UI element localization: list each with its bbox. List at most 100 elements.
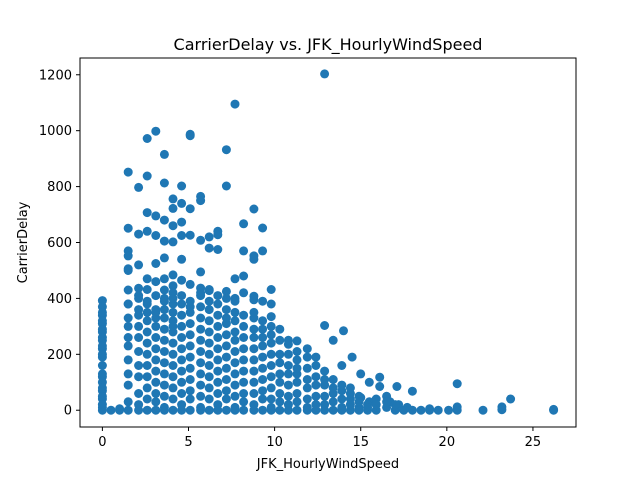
data-point xyxy=(258,352,268,362)
data-point xyxy=(142,307,152,317)
data-point xyxy=(392,382,402,391)
data-point xyxy=(283,335,293,345)
data-point xyxy=(221,313,231,323)
data-point xyxy=(239,246,249,256)
data-point xyxy=(230,274,240,284)
data-point xyxy=(337,380,347,390)
data-point xyxy=(97,372,107,382)
data-point xyxy=(204,361,214,370)
y-tick-label: 600 xyxy=(47,236,72,251)
data-point xyxy=(320,391,330,401)
y-axis-label: CarrierDelay xyxy=(16,201,31,283)
data-point xyxy=(168,293,178,303)
data-point xyxy=(221,293,231,303)
data-point xyxy=(177,405,187,415)
data-point xyxy=(283,361,293,370)
data-point xyxy=(407,405,417,415)
data-point xyxy=(221,286,231,296)
data-point xyxy=(151,126,161,136)
data-point xyxy=(185,341,195,351)
data-point xyxy=(302,383,312,393)
data-point xyxy=(151,321,161,331)
data-point xyxy=(221,363,231,373)
data-point xyxy=(134,405,144,415)
data-point xyxy=(258,333,268,342)
data-point xyxy=(134,372,144,382)
data-point xyxy=(230,358,240,368)
data-point xyxy=(97,361,107,370)
data-point xyxy=(196,267,206,277)
data-point xyxy=(151,389,161,398)
data-point xyxy=(168,281,178,291)
data-point xyxy=(159,253,169,263)
data-point xyxy=(168,307,178,317)
data-point xyxy=(177,366,187,376)
data-point xyxy=(134,182,144,192)
data-point xyxy=(159,405,169,415)
y-tick-label: 0 xyxy=(64,404,72,419)
data-point xyxy=(311,391,321,401)
data-point xyxy=(266,383,276,393)
data-point xyxy=(452,379,462,389)
data-point xyxy=(134,321,144,331)
data-point xyxy=(177,254,187,264)
data-point xyxy=(123,369,133,379)
data-point xyxy=(249,344,259,354)
data-point xyxy=(134,389,144,398)
data-point xyxy=(185,386,195,396)
data-point xyxy=(123,380,133,390)
data-point xyxy=(159,347,169,356)
data-point xyxy=(185,296,195,306)
data-point xyxy=(302,405,312,415)
y-tick-label: 1200 xyxy=(39,68,72,83)
data-point xyxy=(239,389,249,398)
data-point xyxy=(230,405,240,415)
data-point xyxy=(196,358,206,368)
data-point xyxy=(123,321,133,331)
data-point xyxy=(390,400,400,410)
data-point xyxy=(239,355,249,365)
data-point xyxy=(177,321,187,331)
data-point xyxy=(123,285,133,295)
data-point xyxy=(354,405,364,415)
data-point xyxy=(292,355,302,365)
data-point xyxy=(213,333,223,342)
data-point xyxy=(123,223,133,233)
data-point xyxy=(249,355,259,365)
data-point xyxy=(375,382,385,391)
data-point xyxy=(151,277,161,287)
data-point xyxy=(221,386,231,396)
data-point xyxy=(142,274,152,284)
data-point xyxy=(239,271,249,281)
data-point xyxy=(142,405,152,415)
data-point xyxy=(311,380,321,390)
data-point xyxy=(204,316,214,326)
x-axis-label: JFK_HourlyWindSpeed xyxy=(256,457,399,472)
data-point xyxy=(204,372,214,382)
data-point xyxy=(97,400,107,410)
data-point xyxy=(142,134,152,143)
data-point xyxy=(275,324,285,334)
data-point xyxy=(97,316,107,326)
data-point xyxy=(354,397,364,407)
data-point xyxy=(134,293,144,303)
data-point xyxy=(213,321,223,331)
data-point xyxy=(185,330,195,340)
data-point xyxy=(151,405,161,415)
data-point xyxy=(258,296,268,306)
data-point xyxy=(311,372,321,382)
data-point xyxy=(123,313,133,323)
data-point xyxy=(159,293,169,303)
data-point xyxy=(266,405,276,415)
data-point xyxy=(97,341,107,351)
data-point xyxy=(230,380,240,390)
data-point xyxy=(177,377,187,387)
data-point xyxy=(283,369,293,379)
data-point xyxy=(221,375,231,384)
data-point xyxy=(425,404,435,414)
data-point xyxy=(213,389,223,398)
data-point xyxy=(239,377,249,387)
data-point xyxy=(416,405,426,415)
data-point xyxy=(221,341,231,351)
